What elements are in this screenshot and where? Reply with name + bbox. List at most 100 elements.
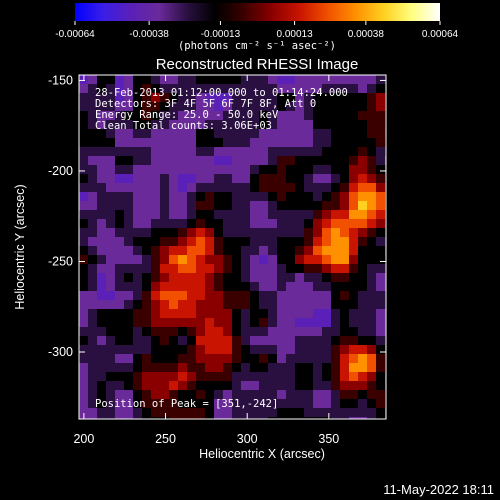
heatmap-cell (304, 93, 313, 102)
heatmap-cell (331, 309, 340, 318)
heatmap-cell (340, 219, 349, 228)
heatmap-cell (358, 210, 367, 219)
heatmap-cell (205, 282, 214, 291)
heatmap-cell (331, 273, 340, 282)
heatmap-cell (142, 210, 151, 219)
heatmap-cell (241, 318, 250, 327)
heatmap-cell (313, 138, 322, 147)
heatmap-cell (331, 354, 340, 363)
plot-annotations: 28-Feb-2013 01:12:00.000 to 01:14:24.000… (95, 87, 348, 410)
heatmap-cell (304, 237, 313, 246)
heatmap-cell (169, 264, 178, 273)
heatmap-cell (160, 147, 169, 156)
heatmap-cell (313, 228, 322, 237)
heatmap-cell (304, 84, 313, 93)
heatmap-cell (196, 201, 205, 210)
heatmap-cell (358, 156, 367, 165)
heatmap-cell (97, 183, 106, 192)
heatmap-cell (232, 255, 241, 264)
heatmap-cell (97, 300, 106, 309)
heatmap-cell (286, 147, 295, 156)
heatmap-cell (232, 75, 241, 84)
heatmap-cell (124, 318, 133, 327)
heatmap-cell (88, 183, 97, 192)
heatmap-cell (367, 75, 376, 84)
colorbar-tick-label: -0.00064 (55, 29, 95, 40)
heatmap-cell (106, 309, 115, 318)
heatmap-cell (304, 102, 313, 111)
heatmap-cell (349, 156, 358, 165)
heatmap-cell (376, 363, 385, 372)
heatmap-cell (160, 138, 169, 147)
heatmap-cell (304, 246, 313, 255)
heatmap-cell (250, 210, 259, 219)
heatmap-cell (250, 354, 259, 363)
heatmap-cell (151, 210, 160, 219)
heatmap-cell (331, 363, 340, 372)
heatmap-cell (358, 255, 367, 264)
heatmap-cell (133, 210, 142, 219)
heatmap-cell (268, 129, 277, 138)
heatmap-cell (241, 192, 250, 201)
heatmap-cell (97, 363, 106, 372)
heatmap-cell (304, 291, 313, 300)
heatmap-cell (331, 282, 340, 291)
heatmap-cell (205, 309, 214, 318)
heatmap-cell (124, 156, 133, 165)
heatmap-cell (241, 111, 250, 120)
heatmap-cell (349, 174, 358, 183)
heatmap-cell (88, 291, 97, 300)
heatmap-cell (223, 165, 232, 174)
heatmap-cell (304, 138, 313, 147)
heatmap-cell (259, 381, 268, 390)
heatmap-cell (106, 318, 115, 327)
heatmap-cell (223, 273, 232, 282)
heatmap-cell (97, 318, 106, 327)
heatmap-cell (340, 138, 349, 147)
heatmap-cell (142, 174, 151, 183)
heatmap-cell (367, 237, 376, 246)
heatmap-cell (322, 192, 331, 201)
heatmap-cell (187, 111, 196, 120)
heatmap-cell (196, 390, 205, 399)
heatmap-cell (142, 282, 151, 291)
heatmap-cell (106, 336, 115, 345)
heatmap-cell (313, 291, 322, 300)
heatmap-cell (196, 282, 205, 291)
heatmap-cell (313, 327, 322, 336)
heatmap-cell (196, 228, 205, 237)
heatmap-cell (160, 399, 169, 408)
heatmap-cell (205, 327, 214, 336)
heatmap-cell (115, 165, 124, 174)
heatmap-cell (268, 336, 277, 345)
heatmap-cell (106, 237, 115, 246)
heatmap-cell (367, 183, 376, 192)
colorbar: -0.00064 -0.00038 -0.00013 0.00013 0.00038 0.… (55, 3, 459, 52)
heatmap-cell (349, 102, 358, 111)
heatmap-cell (295, 381, 304, 390)
heatmap-cell (358, 75, 367, 84)
heatmap-cell (223, 264, 232, 273)
heatmap-cell (340, 156, 349, 165)
heatmap-cell (259, 192, 268, 201)
heatmap-cell (376, 282, 385, 291)
heatmap-cell (115, 300, 124, 309)
heatmap-cell (115, 345, 124, 354)
heatmap-cell (313, 165, 322, 174)
heatmap-cell (304, 255, 313, 264)
heatmap-cell (97, 309, 106, 318)
heatmap-cell (295, 111, 304, 120)
heatmap-cell (367, 102, 376, 111)
heatmap-cell (277, 228, 286, 237)
heatmap-cell (133, 399, 142, 408)
heatmap-cell (367, 399, 376, 408)
heatmap-cell (178, 75, 187, 84)
heatmap-cell (160, 246, 169, 255)
heatmap-cell (205, 156, 214, 165)
heatmap-cell (340, 291, 349, 300)
heatmap-cell (295, 120, 304, 129)
heatmap-cell (295, 93, 304, 102)
heatmap-cell (358, 363, 367, 372)
x-tick-label: 300 (237, 432, 258, 446)
heatmap-cell (304, 129, 313, 138)
